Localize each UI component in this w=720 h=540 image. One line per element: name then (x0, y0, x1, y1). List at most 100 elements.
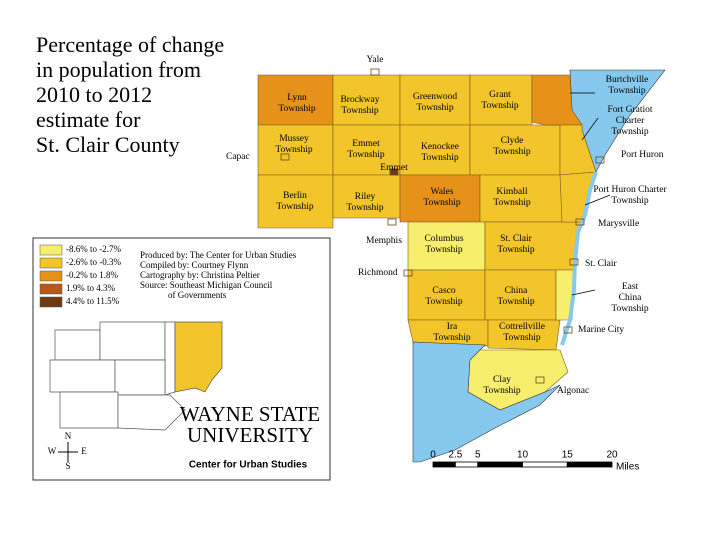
leader-line (571, 289, 596, 296)
township-label: Emmet (352, 139, 380, 149)
legend-label: 4.4% to 11.5% (66, 296, 120, 306)
township-label: Township (497, 297, 535, 307)
township-label: Casco (432, 286, 455, 296)
legend-swatch (39, 283, 63, 295)
township-label: Ira (447, 322, 458, 332)
logo-line: UNIVERSITY (187, 423, 313, 447)
township-label: Kimball (496, 187, 527, 197)
title-line: estimate for (36, 107, 141, 132)
scale-tick-label: 2.5 (448, 450, 462, 461)
compass: N W E S (48, 431, 88, 471)
credit-line: Source: Southeast Michigan Council (140, 280, 273, 290)
legend: -8.6% to -2.7% -2.6% to -0.3% -0.2% to 1.8… (39, 244, 121, 308)
labels: LynnTownshipBrockwayTownshipGreenwoodTow… (226, 55, 668, 396)
scale-tick-label: 15 (562, 450, 574, 461)
compass-n: N (65, 431, 72, 441)
township-label: Berlin (283, 191, 307, 201)
township-label: China (505, 286, 528, 296)
inset-map (49, 321, 223, 431)
logo-line: WAYNE STATE (180, 402, 320, 426)
city-label: Port Huron (621, 150, 664, 160)
credits: Produced by: The Center for Urban Studie… (140, 250, 297, 300)
st-clair-river (560, 171, 598, 346)
township-label: Port Huron Charter (593, 185, 667, 195)
township-label: Grant (489, 90, 511, 100)
township-label: Clyde (501, 136, 524, 146)
township-label: Township (497, 245, 535, 255)
city-label: Emmet (380, 163, 408, 173)
scale-segment (477, 461, 523, 468)
township-label: Clay (493, 375, 511, 385)
scale-segment (522, 461, 568, 468)
logo-subtitle: Center for Urban Studies (189, 460, 308, 471)
scale-tick-label: 5 (475, 450, 481, 461)
inset-county (54, 329, 101, 361)
scale-tick-label: 10 (517, 450, 529, 461)
credit-line: Cartography by: Christina Peltier (140, 270, 260, 280)
township-label: China (619, 293, 642, 303)
legend-swatch (39, 244, 63, 256)
township-label: St. Clair (500, 234, 533, 244)
city-label: Richmond (358, 268, 398, 278)
township-label: Township (425, 245, 463, 255)
title-line: Percentage of change (36, 32, 224, 57)
lake-st-clair (412, 341, 561, 463)
city-marker (563, 326, 573, 334)
city-marker (280, 153, 290, 161)
title-line: in population from (36, 57, 201, 82)
township-label: Township (276, 202, 314, 212)
township-label: Township (421, 153, 459, 163)
city-label: Yale (367, 55, 384, 65)
legend-swatch (39, 270, 63, 282)
township-label: Kenockee (421, 142, 459, 152)
city-label: Algonac (557, 386, 589, 396)
township-label: Township (493, 147, 531, 157)
scale-segment (566, 461, 613, 468)
city-label: Capac (226, 152, 250, 162)
township-label: Lynn (287, 93, 307, 103)
township-label: Charter (616, 116, 645, 126)
scale-tick-label: 20 (606, 450, 618, 461)
city-label: Memphis (366, 236, 402, 246)
inset-county (114, 359, 166, 396)
city-marker (569, 258, 579, 266)
inset-county (49, 359, 116, 393)
township-label: Township (346, 203, 384, 213)
compass-w: W (48, 446, 57, 456)
city-label: Marine City (578, 325, 624, 335)
title-line: 2010 to 2012 (36, 82, 152, 107)
township-label: Township (425, 297, 463, 307)
township-label: Wales (431, 187, 454, 197)
township-label: Township (416, 103, 454, 113)
credit-line: Compiled by: Courtney Flynn (140, 260, 249, 270)
township-label: Township (341, 106, 379, 116)
city-marker (575, 218, 585, 226)
township-label: Township (481, 101, 519, 111)
inset-county (164, 321, 176, 396)
township-label: Township (347, 150, 385, 160)
township-label: Greenwood (413, 92, 458, 102)
title-line: St. Clair County (36, 132, 180, 157)
city-label: St. Clair (585, 259, 618, 269)
city-marker (387, 218, 397, 226)
legend-swatch (39, 296, 63, 308)
township-label: Township (611, 304, 649, 314)
township-label: East (622, 282, 639, 292)
legend-label: -0.2% to 1.8% (66, 270, 118, 280)
inset-county (59, 391, 119, 429)
credit-line: of Governments (168, 290, 227, 300)
township-label: Township (275, 145, 313, 155)
legend-label: 1.9% to 4.3% (66, 283, 115, 293)
legend-swatch (39, 257, 63, 269)
city-marker (403, 269, 413, 277)
city-label: Marysville (598, 219, 639, 229)
townships (257, 74, 597, 411)
inset-county (99, 321, 166, 361)
township-label: Burtchville (606, 75, 649, 85)
city-marker (370, 68, 380, 76)
credit-line: Produced by: The Center for Urban Studie… (140, 250, 297, 260)
township-label: Fort Gratiot (607, 105, 652, 115)
